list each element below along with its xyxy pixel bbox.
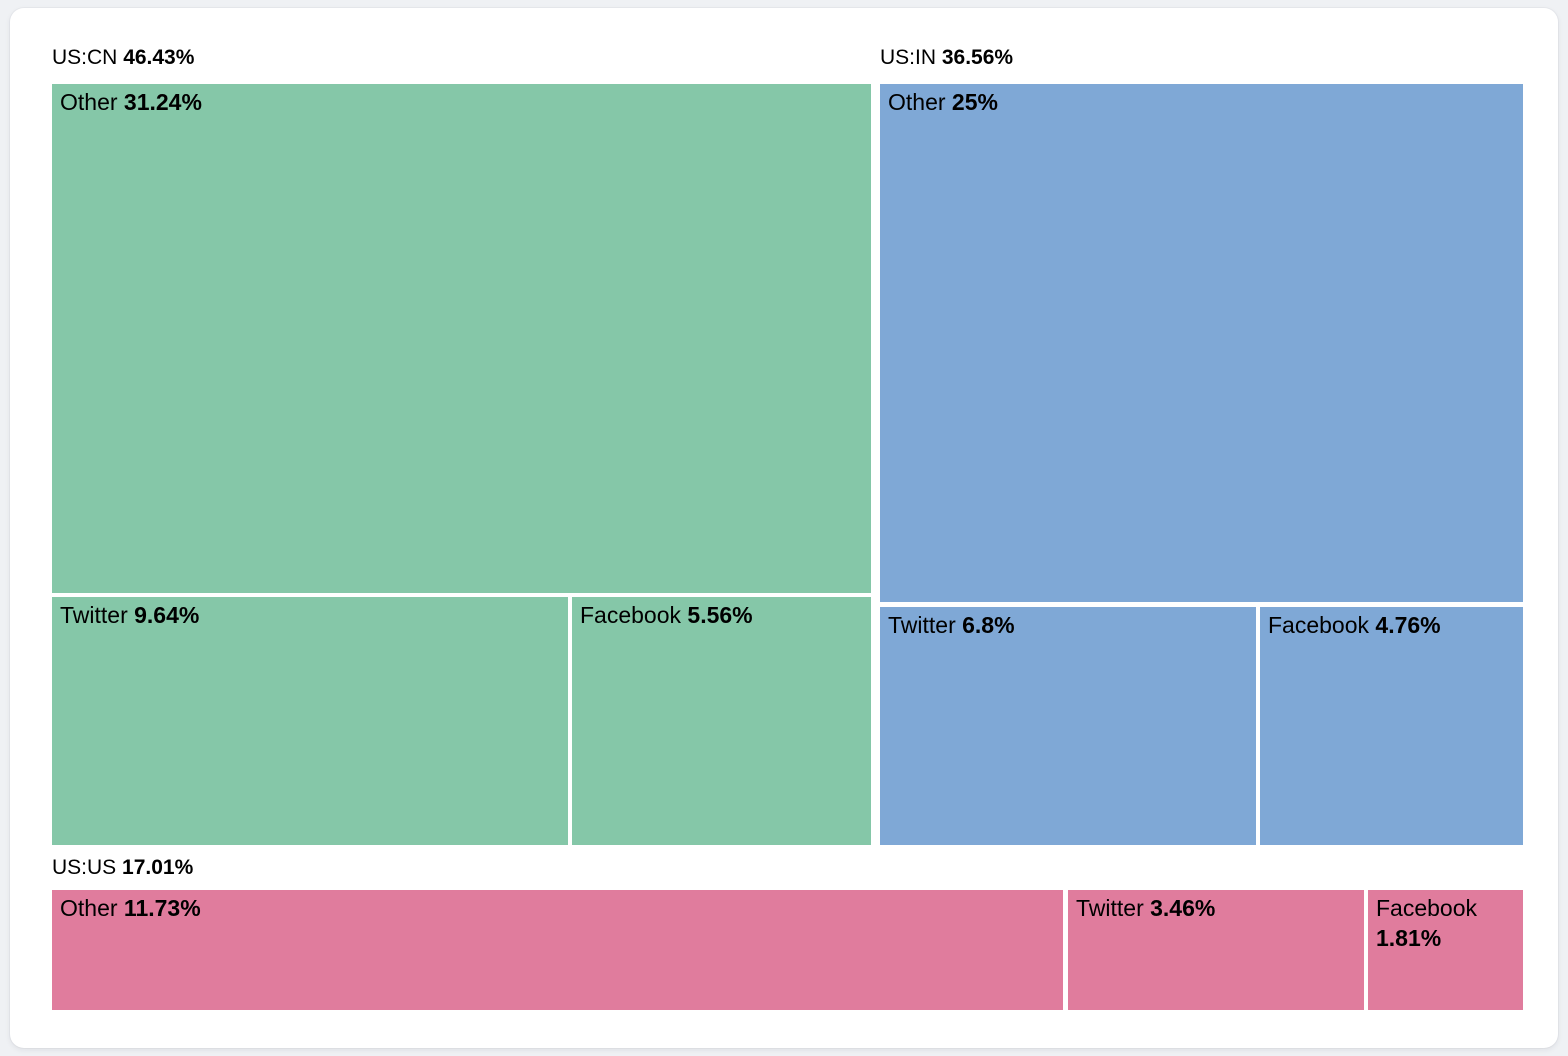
cell-label: Facebook [1268,612,1370,638]
cell-value: 9.64% [134,602,200,628]
treemap-cell-us-us-twitter[interactable]: Twitter 3.46% [1068,890,1364,1010]
treemap-cell-us-cn-facebook[interactable]: Facebook 5.56% [572,597,871,845]
treemap-cell-us-us-facebook[interactable]: Facebook 1.81% [1368,890,1523,1010]
cell-value: 1.81% [1376,925,1442,951]
cell-value: 11.73% [123,895,201,921]
treemap-cell-us-cn-other[interactable]: Other 31.24% [52,84,871,593]
cell-label: Twitter [888,612,956,638]
chart-card: US:CN 46.43% Other 31.24% Twitter 9.64% … [10,8,1558,1048]
group-label: US:IN [880,46,937,69]
cell-label: Facebook [1376,895,1478,921]
treemap-cell-us-us-other[interactable]: Other 11.73% [52,890,1063,1010]
cell-label: Twitter [1076,895,1144,921]
group-title-us-cn: US:CN 46.43% [52,44,194,72]
group-label: US:CN [52,46,118,69]
cell-label: Facebook [580,602,682,628]
treemap-cell-us-in-twitter[interactable]: Twitter 6.8% [880,607,1256,845]
treemap-cell-us-in-facebook[interactable]: Facebook 4.76% [1260,607,1523,845]
cell-label: Twitter [60,602,128,628]
group-title-us-in: US:IN 36.56% [880,44,1013,72]
treemap-cell-us-in-other[interactable]: Other 25% [880,84,1523,602]
group-value: 36.56% [941,46,1014,69]
cell-value: 3.46% [1150,895,1216,921]
treemap: US:CN 46.43% Other 31.24% Twitter 9.64% … [52,36,1523,1010]
group-label: US:US [52,856,117,879]
cell-value: 31.24% [123,89,202,115]
treemap-cell-us-cn-twitter[interactable]: Twitter 9.64% [52,597,568,845]
group-title-us-us: US:US 17.01% [52,854,193,882]
cell-label: Other [60,895,118,921]
cell-value: 25% [951,89,998,115]
cell-value: 6.8% [962,612,1015,638]
cell-label: Other [888,89,946,115]
cell-label: Other [60,89,118,115]
group-value: 17.01% [122,856,194,879]
cell-value: 4.76% [1375,612,1441,638]
cell-value: 5.56% [687,602,753,628]
group-value: 46.43% [123,46,195,69]
